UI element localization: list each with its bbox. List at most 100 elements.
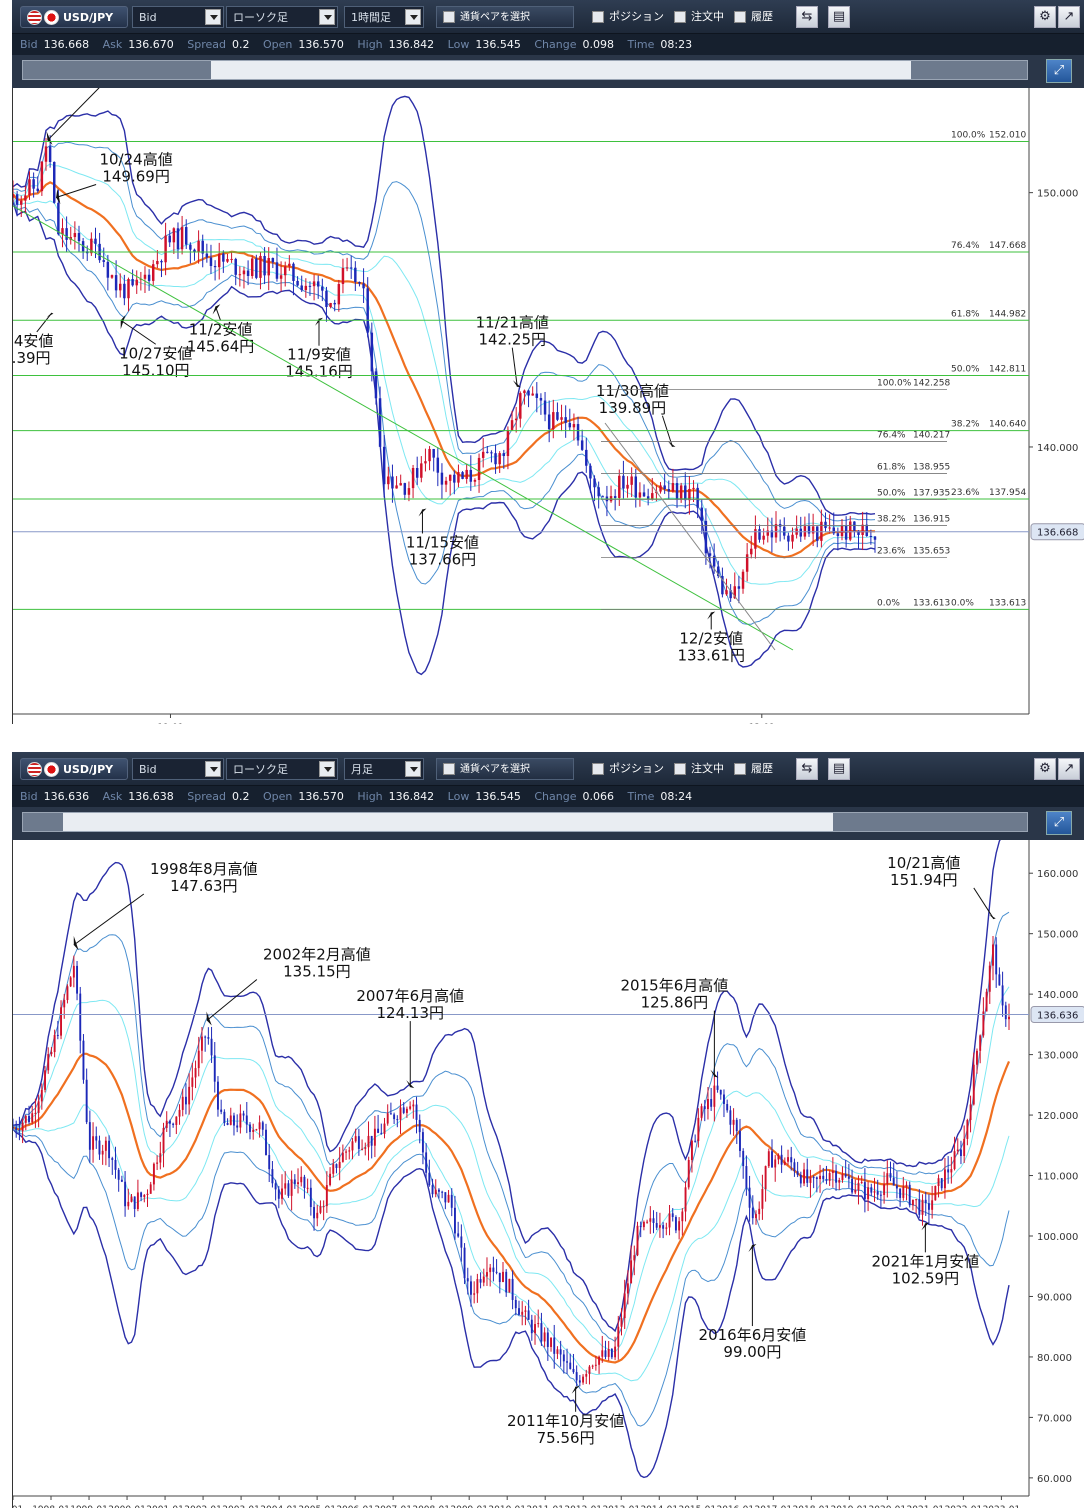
history-checkbox[interactable] [734, 11, 746, 23]
chart-toolbar: USD/JPY Bid ローソク足 月足 通貨ペアを選択 ポジション 注文中 履… [12, 752, 1084, 786]
candle-body [995, 944, 998, 975]
x-tick-label: 2008-01 [412, 1505, 450, 1508]
candle-body [911, 1199, 914, 1206]
position-check[interactable]: ポジション [592, 758, 664, 780]
candle-body [690, 1140, 693, 1161]
chevron-down-icon[interactable] [405, 9, 421, 25]
chevron-down-icon[interactable] [319, 9, 335, 25]
candle-body [12, 1127, 14, 1129]
candle-body [425, 1152, 428, 1173]
position-checkbox[interactable] [592, 763, 604, 775]
position-checkbox[interactable] [592, 11, 604, 23]
orders-checkbox[interactable] [674, 11, 686, 23]
high-value: 136.842 [388, 38, 435, 51]
navigator-window[interactable] [63, 813, 833, 831]
expand-icon[interactable]: ⤢ [1046, 59, 1072, 83]
candle-body [601, 1350, 604, 1357]
x-tick-label: 2004-01 [260, 1505, 298, 1508]
candle-body [465, 469, 468, 479]
annotation-date: 11/9安値 [287, 346, 351, 364]
history-check[interactable]: 履歴 [734, 758, 773, 780]
candle-body [15, 194, 19, 205]
candle-body [832, 527, 835, 534]
annotation-price: 151.94円 [890, 871, 958, 889]
candle-body [265, 1129, 267, 1156]
pair-checkbox[interactable] [443, 763, 455, 775]
candle-body [745, 1166, 748, 1188]
candle-body [386, 1113, 389, 1124]
trend-line-down [12, 205, 794, 651]
candle-body [531, 393, 534, 396]
quote-bar: Bid 136.636 Ask 136.638 Spread 0.2 Open 136.… [12, 786, 1084, 807]
candle-body [642, 492, 646, 497]
candle-body [178, 1109, 181, 1117]
candle-body [684, 485, 687, 501]
candle-body [947, 1169, 950, 1173]
popout-icon[interactable]: ↗ [1058, 6, 1080, 28]
symbol-selector[interactable]: USD/JPY [20, 6, 128, 28]
price-type-select[interactable]: Bid [132, 758, 224, 780]
expand-icon[interactable]: ⤢ [1046, 811, 1072, 835]
chart-area-2[interactable]: 160.000 150.000 140.000 130.000 120.000 110.0… [3, 834, 1086, 1512]
candle-body [742, 1150, 745, 1167]
annotation-arrowhead [120, 314, 126, 330]
orders-check[interactable]: 注文中 [674, 758, 724, 780]
candle-body [11, 194, 15, 198]
fib-level-value: 142.811 [989, 364, 1026, 374]
history-checkbox[interactable] [734, 763, 746, 775]
candle-body [694, 1140, 697, 1142]
candle-body [761, 1189, 764, 1209]
orders-check[interactable]: 注文中 [674, 6, 724, 28]
chart-type-select[interactable]: ローソク足 [226, 6, 338, 28]
candle-body [261, 1122, 264, 1130]
candle-body [861, 524, 864, 535]
x-tick-label: 2021-01 [907, 1505, 945, 1508]
chevron-down-icon[interactable] [405, 761, 421, 777]
candle-body [527, 1310, 530, 1320]
select-pair-button[interactable]: 通貨ペアを選択 [436, 6, 574, 28]
candle-body [399, 1107, 402, 1120]
popout-icon[interactable]: ↗ [1058, 758, 1080, 780]
annotation-arrowhead [46, 131, 53, 145]
change-value: 0.066 [582, 790, 614, 803]
chart-tool-icon[interactable]: ⇆ [796, 758, 818, 780]
chart-layout-icon[interactable]: ▤ [828, 6, 850, 28]
chevron-down-icon[interactable] [205, 761, 221, 777]
x-tick-label: 2016-01 [716, 1505, 754, 1508]
candle-body [723, 1094, 725, 1105]
navigator-track[interactable] [22, 60, 1028, 80]
x-tick-label: 11-01 [157, 723, 183, 724]
timeframe-select[interactable]: 月足 [344, 758, 424, 780]
navigator-window[interactable] [211, 61, 911, 79]
chevron-down-icon[interactable] [319, 761, 335, 777]
chart-tool-icon[interactable]: ⇆ [796, 6, 818, 28]
fib-sub-level-pct: 0.0% [877, 598, 900, 608]
x-tick-label: 1998-01 [32, 1505, 70, 1508]
chart-layout-icon[interactable]: ▤ [828, 758, 850, 780]
symbol-selector[interactable]: USD/JPY [20, 758, 128, 780]
candle-body [374, 371, 378, 399]
chart-area-1[interactable]: 150.000140.00011-0112-01136.66810/21高値15… [0, 45, 1086, 733]
candle-body [688, 488, 691, 501]
annotation-price: 147.63円 [170, 877, 238, 895]
orders-checkbox[interactable] [674, 763, 686, 775]
gear-icon[interactable]: ⚙ [1034, 758, 1056, 780]
candle-body [162, 1127, 165, 1154]
select-pair-button[interactable]: 通貨ペアを選択 [436, 758, 574, 780]
gear-icon[interactable]: ⚙ [1034, 6, 1056, 28]
chevron-down-icon[interactable] [205, 9, 221, 25]
annotation-price: 145.64円 [187, 338, 255, 356]
chart-type-select[interactable]: ローソク足 [226, 758, 338, 780]
timeframe-select[interactable]: 1時間足 [344, 6, 424, 28]
candle-body [437, 1189, 440, 1192]
candle-body [979, 1035, 982, 1051]
candle-body [267, 257, 270, 276]
history-check[interactable]: 履歴 [734, 6, 773, 28]
position-check[interactable]: ポジション [592, 6, 664, 28]
fib-level-value: 133.613 [989, 598, 1026, 608]
candle-body [486, 1272, 488, 1277]
pair-checkbox[interactable] [443, 11, 455, 23]
price-type-select[interactable]: Bid [132, 6, 224, 28]
navigator-track[interactable] [22, 812, 1028, 832]
candle-body [354, 267, 357, 282]
